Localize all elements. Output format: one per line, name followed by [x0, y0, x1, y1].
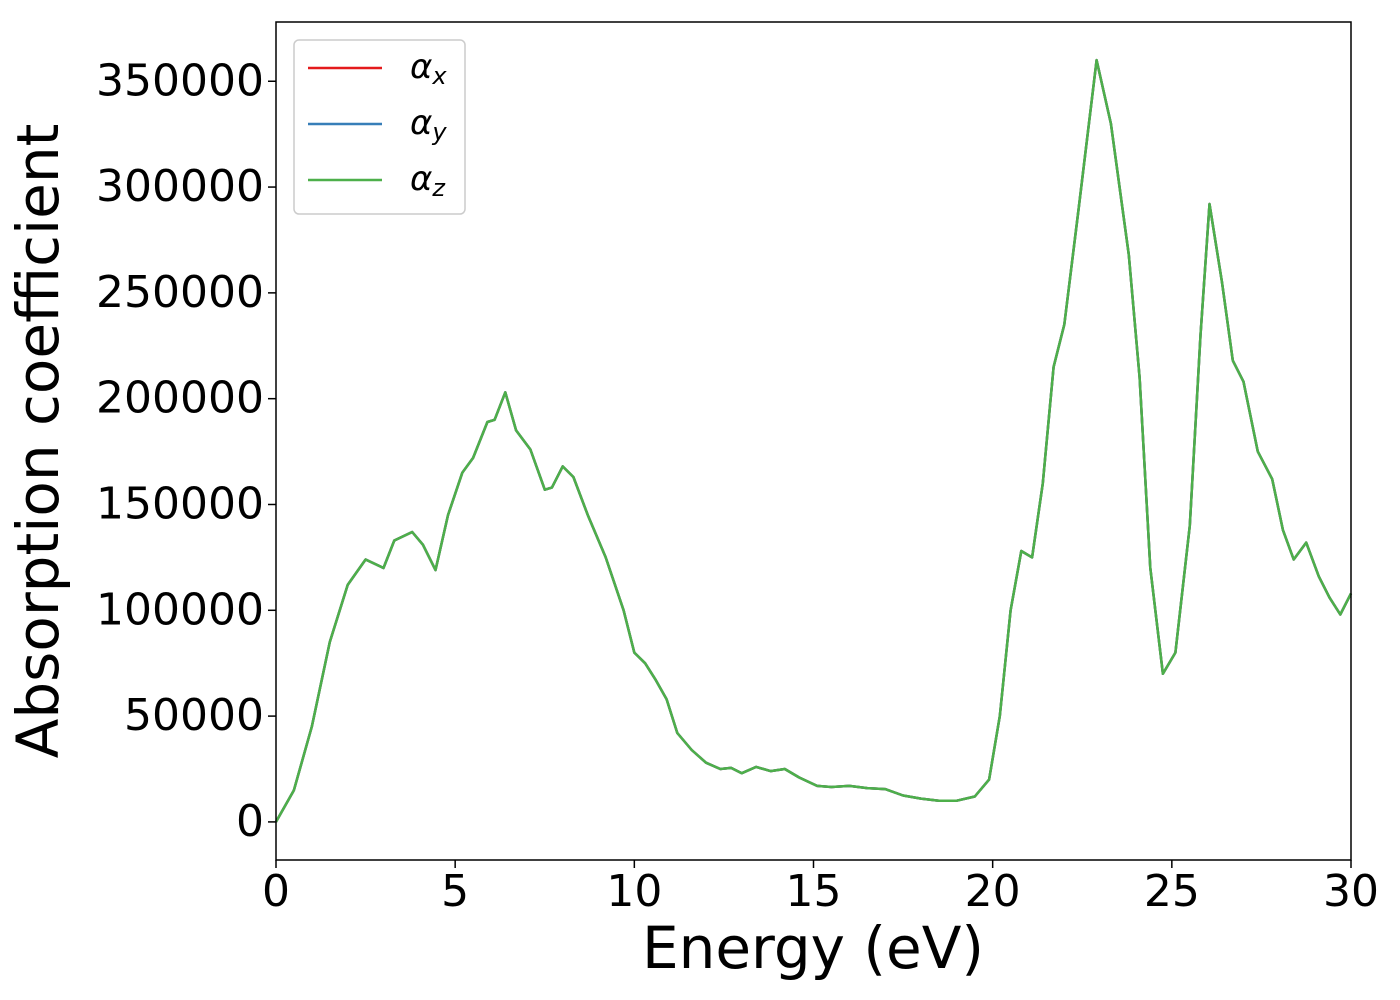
x-tick-label: 30	[1323, 866, 1379, 917]
legend: αx αy αz	[293, 39, 466, 215]
x-axis-label: Energy (eV)	[642, 914, 984, 982]
y-tick-label: 0	[236, 796, 264, 847]
y-tick-label: 350000	[96, 55, 264, 106]
y-tick-label: 150000	[96, 478, 264, 529]
y-tick-label: 50000	[124, 690, 264, 741]
x-tick-label: 5	[441, 866, 469, 917]
y-tick-label: 300000	[96, 161, 264, 212]
y-tick-label: 200000	[96, 373, 264, 424]
plot-frame	[275, 21, 1352, 861]
x-tick-label: 0	[262, 866, 290, 917]
y-tick-label: 100000	[96, 584, 264, 635]
y-axis-label: Absorption coefficient	[4, 124, 72, 759]
legend-label: αy	[410, 103, 447, 147]
legend-box	[293, 39, 466, 215]
x-tick-label: 15	[786, 866, 842, 917]
x-tick-label: 25	[1144, 866, 1200, 917]
data-line	[274, 58, 1353, 823]
y-tick-label: 250000	[96, 267, 264, 318]
legend-label: αz	[410, 159, 446, 203]
x-tick-label: 10	[606, 866, 662, 917]
x-tick-label: 20	[965, 866, 1021, 917]
legend-label: αx	[410, 47, 447, 91]
